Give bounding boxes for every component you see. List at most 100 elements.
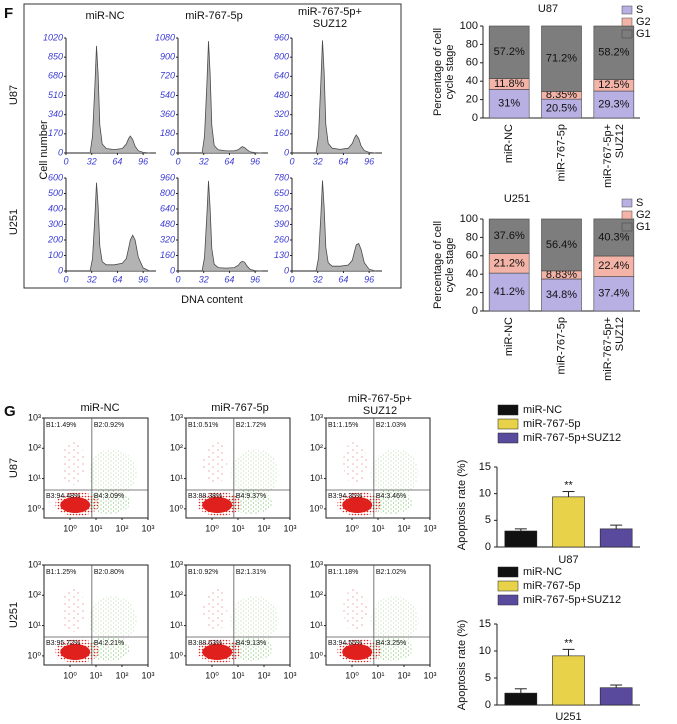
x-tick-label: 10¹ bbox=[89, 670, 102, 680]
y-tick-label: 10⁰ bbox=[169, 650, 183, 660]
column-title: miR-767-5p bbox=[185, 10, 242, 22]
y-tick-label: 0 bbox=[472, 305, 478, 317]
y-tick-label: 10³ bbox=[310, 412, 323, 422]
legend-swatch bbox=[497, 432, 519, 444]
legend-label: G2 bbox=[636, 16, 651, 28]
y-tick-label: 10¹ bbox=[310, 473, 323, 483]
legend-swatch bbox=[497, 594, 519, 606]
y-tick-label: 650 bbox=[274, 188, 289, 198]
y-tick-label: 0 bbox=[485, 541, 491, 553]
y-axis-label: Apoptosis rate (%) bbox=[456, 460, 468, 550]
y-tick-label: 0 bbox=[170, 147, 175, 157]
quadrant-label: B4:3.09% bbox=[94, 493, 124, 500]
value-label: 40.3% bbox=[598, 231, 629, 243]
event-cloud bbox=[60, 497, 91, 513]
x-axis-label: U251 bbox=[555, 711, 581, 723]
y-tick-label: 0 bbox=[284, 147, 289, 157]
y-tick-label: 10⁰ bbox=[27, 650, 41, 660]
y-tick-label: 720 bbox=[160, 71, 175, 81]
legend-swatch bbox=[497, 580, 519, 592]
y-tick-label: 480 bbox=[160, 219, 175, 229]
legend-label: S bbox=[636, 197, 643, 209]
x-tick-label: 10³ bbox=[283, 523, 296, 533]
text-line: miR-767-5p+ bbox=[348, 393, 412, 405]
y-tick-label: 10² bbox=[28, 443, 41, 453]
x-tick-label: 96 bbox=[364, 274, 374, 284]
y-tick-label: 100 bbox=[460, 20, 478, 32]
legend-label: miR-NC bbox=[523, 404, 562, 416]
y-tick-label: 10³ bbox=[28, 412, 41, 422]
y-tick-label: 10² bbox=[170, 443, 183, 453]
x-tick-label: 0 bbox=[175, 274, 180, 284]
legend-label: miR-767-5p+SUZ12 bbox=[523, 594, 621, 606]
y-tick-label: 320 bbox=[274, 109, 289, 119]
y-tick-label: 0 bbox=[58, 147, 63, 157]
quadrant-label: B3:88.38% bbox=[188, 493, 222, 500]
y-tick-label: 1020 bbox=[43, 32, 63, 42]
y-tick-label: 80 bbox=[466, 231, 478, 243]
bar-segment bbox=[593, 276, 635, 312]
x-tick-label: miR-767-5p+SUZ12 bbox=[602, 317, 626, 381]
legend-label: miR-767-5p bbox=[523, 580, 580, 592]
x-tick-label: 10¹ bbox=[231, 670, 244, 680]
x-tick-label: 10³ bbox=[141, 523, 154, 533]
event-cloud bbox=[203, 588, 228, 632]
y-tick-label: 10⁰ bbox=[27, 503, 41, 513]
x-tick-label: 32 bbox=[313, 156, 323, 166]
y-tick-label: 10¹ bbox=[28, 620, 41, 630]
y-tick-label: 10¹ bbox=[170, 473, 183, 483]
x-tick-label: 32 bbox=[87, 156, 97, 166]
quadrant-label: B4:3.25% bbox=[376, 640, 406, 647]
x-tick-label: miR-767-5p bbox=[555, 124, 567, 181]
text-line: SUZ12 bbox=[363, 405, 397, 417]
value-label: 71.2% bbox=[546, 53, 577, 65]
bar-segment bbox=[593, 90, 635, 119]
bar-segment bbox=[488, 25, 530, 79]
quadrant-label: B1:1.49% bbox=[46, 422, 76, 429]
x-tick-label: 10³ bbox=[283, 670, 296, 680]
text-line: SUZ12 bbox=[614, 317, 626, 351]
event-cloud bbox=[202, 497, 233, 513]
row-label: U87 bbox=[8, 458, 20, 478]
bar-segment bbox=[541, 218, 582, 272]
y-tick-label: 260 bbox=[273, 234, 289, 244]
bar bbox=[599, 528, 633, 548]
y-tick-label: 0 bbox=[170, 265, 175, 275]
y-tick-label: 320 bbox=[160, 234, 175, 244]
event-cloud bbox=[230, 449, 279, 497]
x-tick-label: miR-NC bbox=[503, 317, 515, 356]
event-cloud bbox=[342, 497, 373, 513]
x-tick-label: 96 bbox=[250, 274, 260, 284]
row-label: U87 bbox=[8, 85, 20, 105]
y-tick-label: 10³ bbox=[170, 559, 183, 569]
legend-swatch bbox=[497, 404, 519, 416]
panel-label: F bbox=[4, 5, 13, 22]
y-tick-label: 850 bbox=[48, 52, 63, 62]
value-label: 41.2% bbox=[494, 286, 525, 298]
y-tick-label: 130 bbox=[274, 250, 289, 260]
y-tick-label: 500 bbox=[48, 188, 63, 198]
y-tick-label: 10³ bbox=[170, 412, 183, 422]
bar bbox=[552, 655, 585, 706]
y-tick-label: 10¹ bbox=[310, 620, 323, 630]
x-tick-label: 10⁰ bbox=[63, 670, 77, 680]
x-tick-label: 10² bbox=[257, 523, 270, 533]
x-tick-label: 96 bbox=[250, 156, 260, 166]
x-tick-label: 0 bbox=[289, 156, 294, 166]
bar-segment bbox=[488, 89, 530, 119]
y-tick-label: 360 bbox=[160, 109, 175, 119]
x-tick-label: 0 bbox=[63, 156, 68, 166]
x-tick-label: miR-NC bbox=[503, 124, 515, 163]
quadrant-label: B4:9.37% bbox=[236, 493, 266, 500]
bar-segment bbox=[488, 272, 530, 312]
x-tick-label: 96 bbox=[364, 156, 374, 166]
bar bbox=[599, 687, 633, 706]
y-tick-label: 540 bbox=[160, 90, 175, 100]
quadrant-label: B4:2.21% bbox=[94, 640, 124, 647]
y-tick-label: 900 bbox=[160, 52, 175, 62]
quadrant-label: B2:0.80% bbox=[94, 569, 124, 576]
quadrant-label: B2:1.72% bbox=[236, 422, 266, 429]
event-cloud bbox=[342, 644, 373, 660]
histogram bbox=[201, 41, 262, 154]
